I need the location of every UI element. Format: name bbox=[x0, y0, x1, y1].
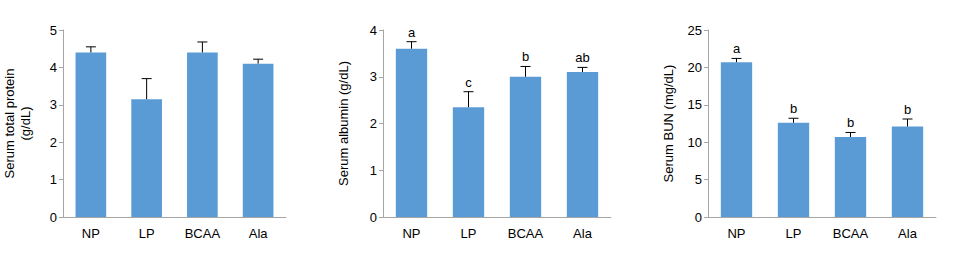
svg-text:3: 3 bbox=[370, 69, 377, 84]
svg-text:Ala: Ala bbox=[573, 226, 593, 241]
svg-text:NP: NP bbox=[402, 226, 420, 241]
svg-text:1: 1 bbox=[370, 163, 377, 178]
svg-text:(g/dL): (g/dL) bbox=[18, 107, 33, 141]
svg-text:1: 1 bbox=[50, 172, 57, 187]
svg-text:3: 3 bbox=[50, 97, 57, 112]
svg-text:25: 25 bbox=[688, 23, 702, 38]
svg-text:Ala: Ala bbox=[898, 226, 918, 241]
svg-text:b: b bbox=[790, 101, 797, 116]
svg-text:b: b bbox=[904, 102, 911, 117]
svg-text:4: 4 bbox=[50, 60, 57, 75]
svg-text:20: 20 bbox=[688, 60, 702, 75]
svg-text:a: a bbox=[408, 25, 416, 40]
svg-text:0: 0 bbox=[50, 210, 57, 225]
svg-text:ab: ab bbox=[575, 50, 589, 65]
svg-text:NP: NP bbox=[82, 226, 100, 241]
svg-text:Serum total protein: Serum total protein bbox=[2, 69, 17, 179]
svg-text:b: b bbox=[522, 49, 529, 64]
svg-text:5: 5 bbox=[50, 23, 57, 38]
svg-text:2: 2 bbox=[370, 116, 377, 131]
svg-text:Ala: Ala bbox=[249, 226, 269, 241]
svg-text:Serum BUN (mg/dL): Serum BUN (mg/dL) bbox=[661, 65, 676, 183]
svg-text:0: 0 bbox=[695, 210, 702, 225]
svg-text:NP: NP bbox=[727, 226, 745, 241]
svg-text:a: a bbox=[733, 41, 741, 56]
svg-text:b: b bbox=[847, 115, 854, 130]
svg-text:10: 10 bbox=[688, 135, 702, 150]
svg-text:BCAA: BCAA bbox=[833, 226, 869, 241]
svg-text:0: 0 bbox=[370, 210, 377, 225]
svg-text:5: 5 bbox=[695, 172, 702, 187]
svg-text:c: c bbox=[465, 75, 472, 90]
svg-text:LP: LP bbox=[461, 226, 477, 241]
svg-text:15: 15 bbox=[688, 97, 702, 112]
svg-text:2: 2 bbox=[50, 135, 57, 150]
svg-text:LP: LP bbox=[786, 226, 802, 241]
svg-text:LP: LP bbox=[139, 226, 155, 241]
svg-text:4: 4 bbox=[370, 23, 377, 38]
svg-text:Serum albumin (g/dL): Serum albumin (g/dL) bbox=[336, 61, 351, 186]
svg-text:BCAA: BCAA bbox=[508, 226, 544, 241]
svg-text:BCAA: BCAA bbox=[185, 226, 221, 241]
